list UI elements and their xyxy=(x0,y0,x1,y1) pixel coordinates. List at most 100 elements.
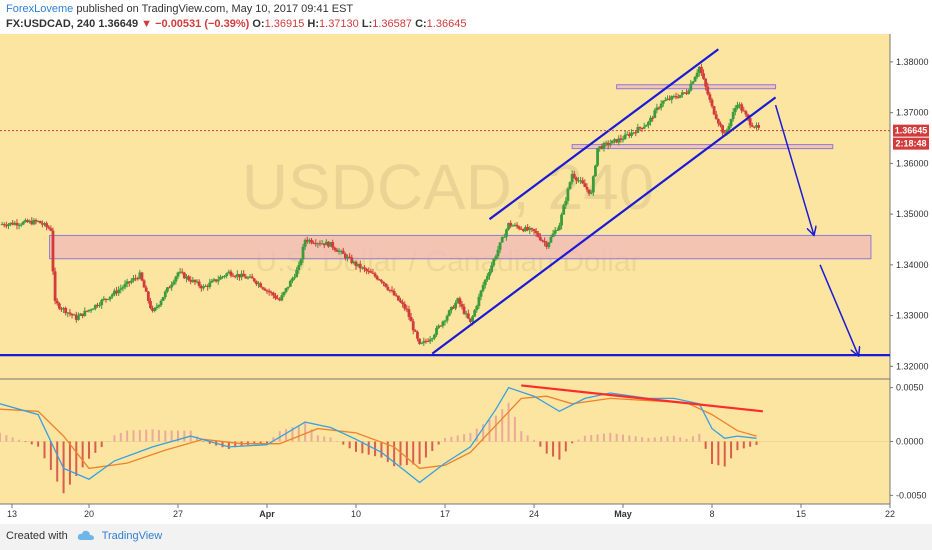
macd-histogram-bar xyxy=(272,437,275,442)
tradingview-link[interactable]: TradingView xyxy=(101,530,163,542)
symbol-timeframe[interactable]: FX:USDCAD, 240 xyxy=(6,18,96,30)
projection-arrow[interactable] xyxy=(774,104,814,234)
macd-histogram-bar xyxy=(571,441,574,444)
candle-body xyxy=(176,272,180,277)
candle-body xyxy=(178,271,182,273)
price-tick-label: 1.32000 xyxy=(896,361,929,371)
macd-histogram-bar xyxy=(717,441,720,466)
candle-body xyxy=(34,220,38,222)
trend-line[interactable] xyxy=(431,96,777,355)
candle-body xyxy=(390,290,394,292)
macd-histogram-bar xyxy=(234,441,237,448)
candle-body xyxy=(142,280,146,288)
candle-body xyxy=(388,289,392,291)
candle-body xyxy=(195,281,199,283)
macd-histogram-bar xyxy=(431,441,434,451)
candle-body xyxy=(248,276,252,278)
candle-body xyxy=(505,229,508,237)
macd-histogram-bar xyxy=(367,441,370,455)
candle-body xyxy=(314,243,318,245)
time-tick-label: 22 xyxy=(885,509,895,519)
candle-body xyxy=(204,285,207,287)
candle-body xyxy=(354,261,358,267)
candle-body xyxy=(581,180,585,184)
candle-body xyxy=(329,242,332,247)
candle-body xyxy=(151,308,154,311)
candle-body xyxy=(369,271,373,273)
candle-body xyxy=(79,313,82,316)
macd-histogram-bar xyxy=(501,409,504,442)
candle-body xyxy=(358,263,362,269)
candle-body xyxy=(74,314,78,320)
candle-body xyxy=(339,250,343,252)
candle-body xyxy=(286,286,290,289)
candle-body xyxy=(363,267,366,269)
macd-histogram-bar xyxy=(405,441,408,466)
candle-body xyxy=(471,316,474,322)
candle-body xyxy=(227,271,231,274)
candle-body xyxy=(750,125,754,127)
candle-body xyxy=(647,121,650,126)
candle-body xyxy=(172,281,176,285)
candle-body xyxy=(594,165,597,177)
signal-line xyxy=(0,395,757,470)
candle-body xyxy=(19,224,23,226)
trading-chart[interactable]: USDCAD, 240 U.S. Dollar / Canadian Dolla… xyxy=(0,34,932,524)
macd-histogram-bar xyxy=(291,427,294,442)
candle-body xyxy=(100,299,104,306)
candle-body xyxy=(405,308,409,310)
trend-line[interactable] xyxy=(488,48,720,221)
candle-body xyxy=(265,290,269,292)
time-axis[interactable]: 13 20 27 Apr 10 17 24 May 8 15 22 xyxy=(7,504,895,519)
low-label: L: xyxy=(361,18,373,30)
time-tick-label: 10 xyxy=(351,509,361,519)
time-tick-label: Apr xyxy=(259,509,275,519)
candle-body xyxy=(240,273,243,278)
candle-body xyxy=(212,279,216,281)
projection-arrow[interactable] xyxy=(819,264,858,355)
candle-body xyxy=(748,118,752,126)
divergence-line[interactable] xyxy=(521,384,763,413)
candle-body xyxy=(519,228,523,230)
candle-body xyxy=(413,330,417,332)
macd-histogram-bar xyxy=(475,428,478,442)
macd-histogram-bar xyxy=(437,441,440,445)
candle-body xyxy=(15,222,19,226)
candle-body xyxy=(585,187,589,190)
candle-body xyxy=(632,132,635,134)
candle-body xyxy=(60,308,63,310)
candle-body xyxy=(680,92,684,95)
macd-histogram-bar xyxy=(164,430,167,442)
close-value: 1.36645 xyxy=(426,18,467,30)
candle-body xyxy=(579,180,583,182)
candle-body xyxy=(577,180,580,182)
macd-histogram-bar xyxy=(361,441,364,454)
sr-zone[interactable] xyxy=(49,234,872,260)
candle-body xyxy=(324,241,328,246)
sr-zone[interactable] xyxy=(571,144,834,150)
macd-histogram-bar xyxy=(81,441,84,468)
candle-body xyxy=(221,276,224,278)
sr-zone[interactable] xyxy=(616,84,777,90)
macd-histogram-bar xyxy=(335,441,338,442)
candle-body xyxy=(350,257,354,264)
candle-body xyxy=(424,340,428,342)
candle-body xyxy=(365,268,368,271)
candle-body xyxy=(284,288,288,292)
candle-body xyxy=(704,78,708,87)
candle-body xyxy=(40,223,44,225)
open-value: 1.36915 xyxy=(264,18,305,30)
macd-histogram-bar xyxy=(412,441,415,465)
candle-body xyxy=(574,177,578,181)
author-link[interactable]: ForexLoveme xyxy=(6,3,74,15)
price-axis[interactable]: 1.38000 1.37000 1.36000 1.35000 1.34000 1.330… xyxy=(890,57,929,500)
candle-body xyxy=(596,148,599,166)
candle-body xyxy=(526,226,530,231)
candle-body xyxy=(11,222,15,225)
candle-body xyxy=(49,228,53,231)
candle-body xyxy=(545,242,549,248)
macd-histogram-bar xyxy=(316,435,319,442)
candle-body xyxy=(528,228,532,231)
macd-histogram-bar xyxy=(444,438,446,442)
candle-body xyxy=(269,292,273,294)
